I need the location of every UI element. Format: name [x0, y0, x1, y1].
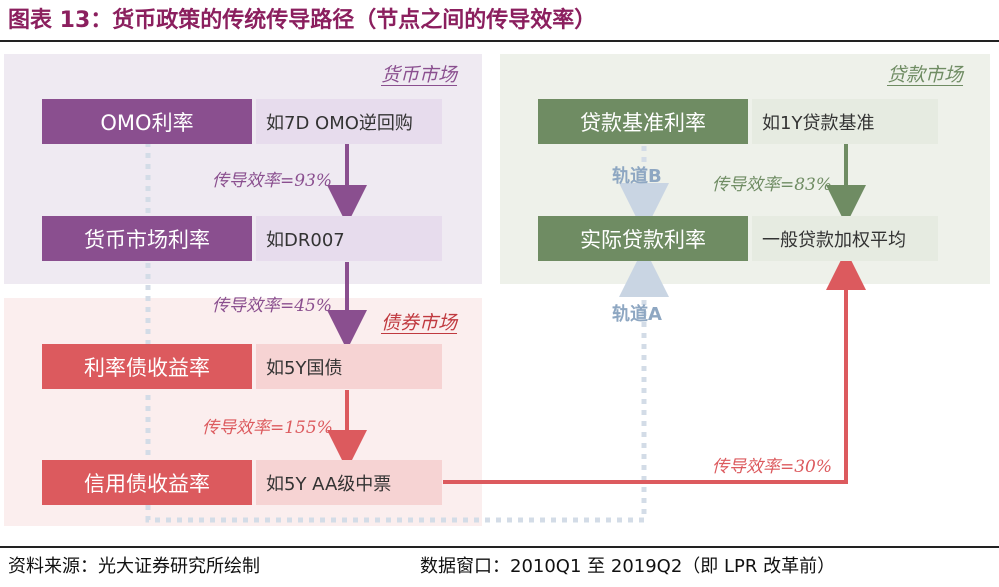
efficiency-money-to-bond: 传导效率=45% — [212, 296, 333, 316]
loan-market-label: 贷款市场 — [887, 64, 964, 86]
bond-market-label: 债券市场 — [381, 312, 458, 334]
node-omo-note: 如7D OMO逆回购 — [256, 99, 442, 144]
title-rule — [0, 40, 999, 42]
figure-title: 图表 13：货币政策的传统传导路径（节点之间的传导效率） — [8, 8, 597, 33]
efficiency-credit-to-actual: 传导效率=30% — [712, 457, 833, 477]
node-credit-yield-note: 如5Y AA级中票 — [256, 460, 442, 505]
track-a-label: 轨道A — [612, 304, 662, 325]
diagram-connectors — [145, 142, 866, 523]
node-loan-base-note: 如1Y贷款基准 — [752, 99, 938, 144]
node-loan-base-rate: 贷款基准利率 — [538, 99, 748, 144]
money-market-label: 货币市场 — [381, 64, 458, 86]
efficiency-base-to-actual: 传导效率=83% — [712, 175, 833, 195]
node-money-market-note: 如DR007 — [256, 216, 442, 261]
node-bond-yield: 利率债收益率 — [42, 344, 252, 389]
footer-rule — [0, 546, 999, 548]
track-a-dotted-path — [145, 142, 669, 523]
node-money-market-rate: 货币市场利率 — [42, 216, 252, 261]
efficiency-bond-to-credit: 传导效率=155% — [202, 418, 333, 438]
node-credit-yield: 信用债收益率 — [42, 460, 252, 505]
node-omo-rate: OMO利率 — [42, 99, 252, 144]
footer-source: 资料来源：光大证券研究所绘制 — [8, 556, 260, 577]
node-bond-yield-note: 如5Y国债 — [256, 344, 442, 389]
node-actual-loan-rate: 实际贷款利率 — [538, 216, 748, 261]
arrow-credit-to-actual — [443, 250, 866, 484]
node-actual-loan-note: 一般贷款加权平均 — [752, 216, 938, 261]
footer-data-window: 数据窗口：2010Q1 至 2019Q2（即 LPR 改革前） — [420, 556, 836, 577]
efficiency-omo-to-money: 传导效率=93% — [212, 171, 333, 191]
track-b-label: 轨道B — [612, 166, 662, 187]
